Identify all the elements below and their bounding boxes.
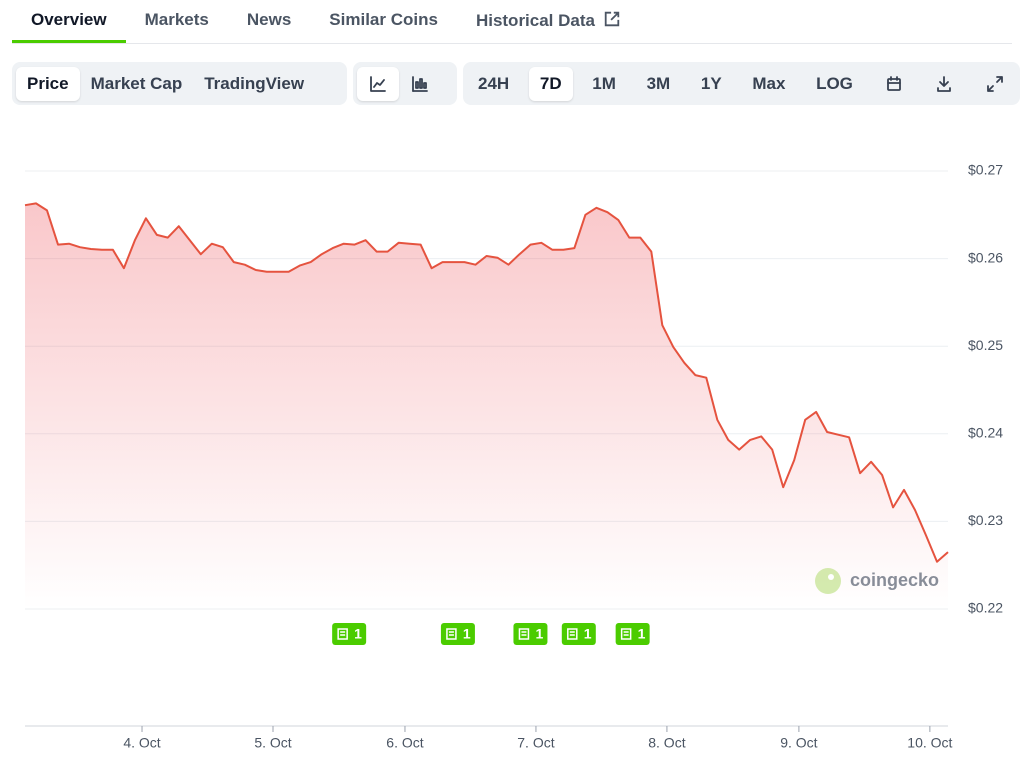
tab[interactable]: Markets xyxy=(144,10,209,29)
watermark: coingecko xyxy=(850,570,939,590)
news-count: 1 xyxy=(535,626,543,642)
range-button[interactable]: 3M xyxy=(646,73,671,93)
x-tick-label: 4. Oct xyxy=(123,735,160,751)
x-tick-label: 8. Oct xyxy=(648,735,685,751)
tab[interactable]: News xyxy=(246,10,292,29)
x-tick-label: 6. Oct xyxy=(386,735,423,751)
fullscreen-button[interactable] xyxy=(974,67,1016,101)
watermark-logo xyxy=(815,568,841,594)
y-tick-label: $0.25 xyxy=(968,337,1003,353)
news-count: 1 xyxy=(463,626,471,642)
x-tick-label: 10. Oct xyxy=(907,735,952,751)
download-button[interactable] xyxy=(923,67,965,101)
icon xyxy=(886,75,901,91)
icon xyxy=(937,75,952,92)
range-button[interactable]: Max xyxy=(752,73,786,93)
y-tick-label: $0.26 xyxy=(968,249,1003,265)
range-toggle: 24H 7D 1M 3M 1Y Max LOG xyxy=(463,62,1020,105)
news-count: 1 xyxy=(638,626,646,642)
view-button[interactable]: TradingView xyxy=(204,73,305,93)
news-count: 1 xyxy=(584,626,592,642)
tab-bar: Overview Markets News Similar Coins Historic… xyxy=(12,0,1012,44)
calendar-button[interactable] xyxy=(873,67,915,101)
tab[interactable]: Similar Coins xyxy=(329,10,438,29)
range-button[interactable]: 24H xyxy=(478,73,510,93)
x-tick-label: 5. Oct xyxy=(254,735,291,751)
y-tick-label: $0.23 xyxy=(968,512,1003,528)
external-link-icon xyxy=(604,11,620,27)
range-button[interactable]: LOG xyxy=(816,73,853,93)
view-toggle: Price Market Cap TradingView xyxy=(12,62,347,105)
watermark-eye xyxy=(828,574,834,580)
candle-chart-button[interactable] xyxy=(399,67,441,101)
range-button[interactable]: 1Y xyxy=(700,73,722,93)
line-chart-button[interactable] xyxy=(357,66,399,101)
news-icon xyxy=(567,628,578,640)
view-button[interactable]: Price xyxy=(16,66,80,101)
x-tick-label: 9. Oct xyxy=(780,735,817,751)
news-icon xyxy=(518,628,530,640)
range-button[interactable]: 7D xyxy=(528,66,573,101)
y-tick-label: $0.22 xyxy=(968,600,1003,616)
range-button[interactable]: 1M xyxy=(592,73,616,93)
y-tick-label: $0.27 xyxy=(968,162,1003,178)
tab[interactable]: Overview xyxy=(12,0,126,43)
news-icon xyxy=(337,628,348,640)
news-icon xyxy=(620,628,632,640)
news-icon xyxy=(446,628,457,640)
price-line xyxy=(24,202,949,563)
tab[interactable]: Historical Data xyxy=(457,0,640,43)
view-button[interactable]: Market Cap xyxy=(90,73,183,93)
y-tick-label: $0.24 xyxy=(968,425,1003,441)
area-fill xyxy=(25,203,948,609)
news-count: 1 xyxy=(354,626,362,642)
x-tick-label: 7. Oct xyxy=(517,735,554,751)
icon xyxy=(987,75,1003,92)
chart-style-toggle xyxy=(353,62,457,105)
